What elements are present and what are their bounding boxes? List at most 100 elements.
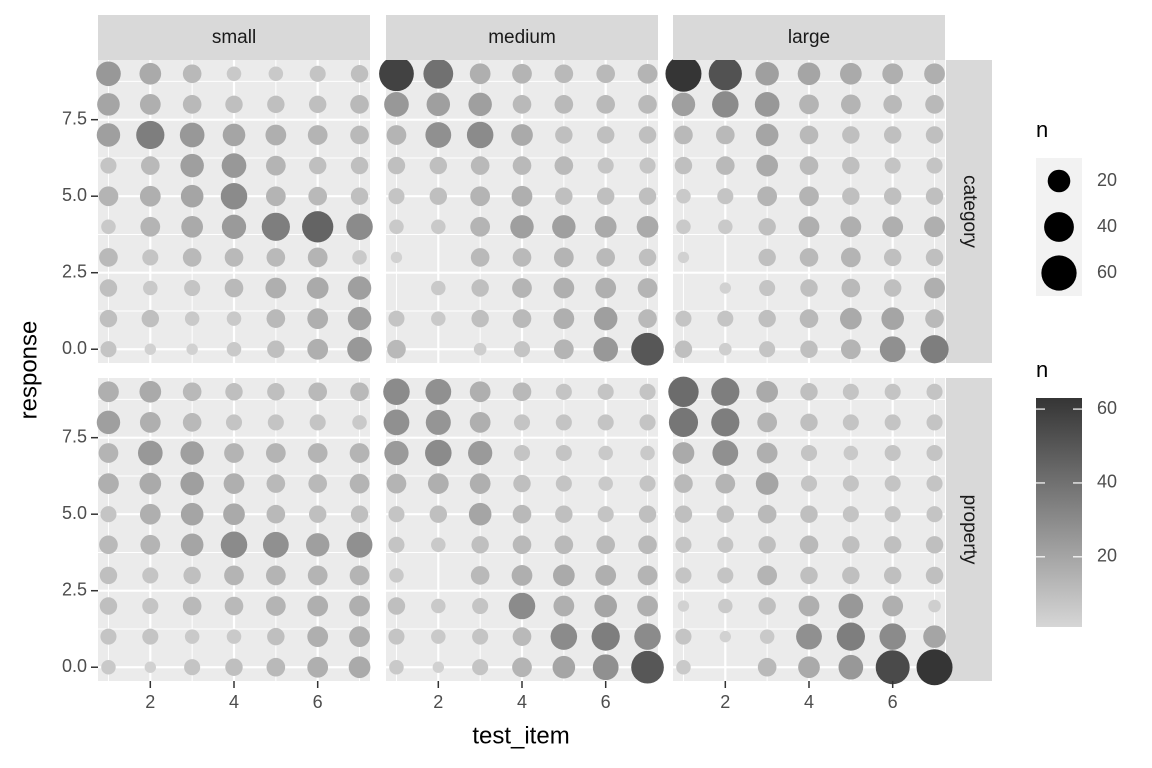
point — [596, 535, 616, 555]
point — [718, 598, 733, 614]
point — [99, 566, 118, 585]
point — [757, 186, 778, 207]
point — [425, 439, 452, 467]
point — [266, 504, 286, 524]
point — [96, 123, 121, 147]
point — [882, 595, 904, 617]
point — [925, 248, 944, 267]
point — [225, 414, 243, 431]
point — [306, 277, 329, 299]
point — [470, 186, 491, 207]
point — [512, 278, 532, 298]
point — [925, 566, 944, 585]
point — [307, 338, 329, 360]
point — [388, 536, 405, 553]
point — [429, 187, 448, 205]
point — [591, 622, 620, 651]
point — [225, 383, 243, 401]
point — [553, 247, 574, 268]
point — [838, 654, 864, 680]
point — [716, 505, 735, 523]
point — [674, 156, 693, 175]
point — [924, 63, 945, 85]
point — [427, 473, 449, 494]
point — [554, 95, 574, 114]
point — [186, 343, 198, 355]
point — [350, 95, 369, 114]
point — [139, 412, 161, 433]
point — [513, 341, 531, 358]
point — [473, 342, 487, 356]
point — [554, 64, 574, 84]
point — [675, 310, 692, 327]
point — [470, 566, 490, 585]
point — [307, 125, 328, 145]
point — [638, 309, 657, 328]
point — [842, 156, 860, 175]
point — [347, 336, 372, 362]
facet-strip — [673, 15, 945, 60]
y-tick-label: 5.0 — [62, 185, 87, 205]
point — [799, 248, 819, 267]
point — [757, 412, 778, 433]
point — [512, 382, 532, 402]
point — [180, 184, 204, 208]
point — [512, 156, 532, 175]
point — [224, 596, 244, 616]
point — [882, 216, 904, 238]
point — [711, 377, 740, 406]
facet-strip — [946, 60, 992, 363]
point — [675, 628, 692, 645]
point — [926, 157, 943, 174]
point — [879, 336, 906, 363]
point — [466, 121, 494, 149]
point — [224, 443, 244, 463]
point — [98, 381, 119, 403]
point — [350, 505, 369, 523]
point — [665, 55, 702, 92]
point — [349, 473, 370, 494]
point — [842, 414, 859, 431]
y-tick-label: 0.0 — [62, 656, 87, 676]
point — [712, 440, 739, 466]
point — [139, 62, 162, 85]
point — [142, 249, 159, 266]
point — [265, 565, 286, 586]
point — [426, 92, 451, 117]
point — [637, 565, 658, 586]
point — [555, 383, 572, 400]
point — [184, 629, 200, 644]
point — [265, 186, 286, 207]
point — [307, 565, 328, 586]
point — [598, 476, 613, 491]
point — [638, 187, 657, 205]
point — [799, 125, 819, 145]
point — [425, 122, 452, 148]
point — [222, 123, 246, 147]
point — [267, 95, 285, 114]
point — [758, 597, 776, 615]
point — [100, 157, 117, 174]
point — [99, 597, 118, 615]
point — [96, 410, 121, 435]
point — [800, 383, 818, 401]
point — [184, 311, 200, 326]
point — [800, 505, 818, 523]
point — [508, 592, 536, 620]
point — [99, 248, 118, 267]
point — [350, 65, 369, 83]
point — [925, 95, 944, 114]
point — [468, 502, 492, 526]
legend-label: 60 — [1097, 398, 1117, 418]
point — [718, 219, 733, 235]
point — [307, 595, 329, 617]
point — [346, 531, 373, 558]
point — [554, 156, 574, 175]
point — [226, 66, 242, 82]
point — [840, 247, 861, 268]
point — [100, 506, 117, 523]
facet-strip — [946, 378, 992, 681]
point — [592, 654, 619, 681]
point — [719, 282, 732, 294]
